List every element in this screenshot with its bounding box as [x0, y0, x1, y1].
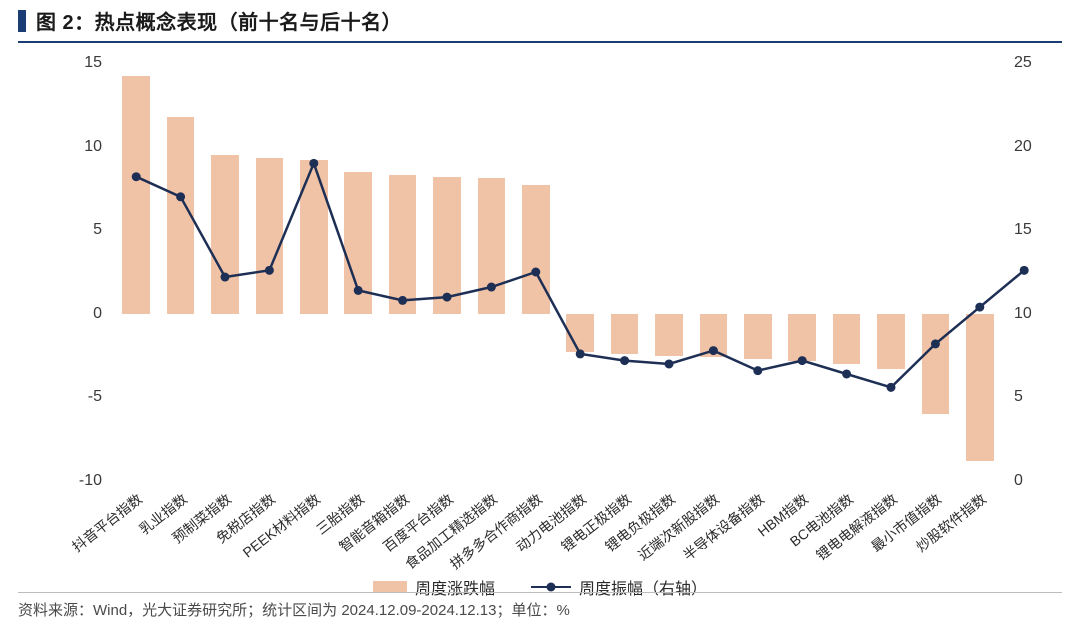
y-axis-right: 0510152025 [1008, 63, 1062, 481]
series-marker [620, 356, 629, 365]
title-underline [18, 41, 1062, 43]
plot-area [114, 63, 1002, 481]
series-marker [398, 296, 407, 305]
series-marker [931, 339, 940, 348]
series-marker [576, 349, 585, 358]
y-left-tick: 5 [18, 221, 108, 239]
source-line: 资料来源：Wind，光大证券研究所；统计区间为 2024.12.09-2024.… [18, 592, 1062, 620]
y-left-tick: 0 [18, 305, 108, 323]
y-right-tick: 5 [1008, 388, 1062, 406]
series-marker [531, 268, 540, 277]
y-left-tick: -10 [18, 472, 108, 490]
series-marker [265, 266, 274, 275]
figure-title: 图 2：热点概念表现（前十名与后十名） [36, 6, 402, 35]
series-marker [132, 172, 141, 181]
x-axis-labels: 抖音平台指数乳业指数预制菜指数免税店指数PEEK材料指数三胎指数智能音箱指数百度… [114, 485, 1002, 565]
y-left-tick: -5 [18, 388, 108, 406]
chart-area: -10 -5 0 5 10 15 0 5 10 15 20 25 抖音平台指数乳业指数预制菜指数免税… [18, 53, 1062, 565]
series-marker [975, 303, 984, 312]
series-marker [443, 293, 452, 302]
series-marker [354, 286, 363, 295]
y-axis-left: -10-5051015 [18, 63, 108, 481]
y-right-tick: 0 [1008, 472, 1062, 490]
y-right-tick: 20 [1008, 138, 1062, 156]
series-marker [709, 346, 718, 355]
y-right-tick: 10 [1008, 305, 1062, 323]
series-marker [842, 369, 851, 378]
y-right-tick: 25 [1008, 54, 1062, 72]
y-left-tick: 10 [18, 138, 108, 156]
series-marker [487, 283, 496, 292]
figure-2: 图 2：热点概念表现（前十名与后十名） -10 -5 0 5 10 15 0 5 10 15 20… [0, 0, 1080, 626]
series-marker [887, 383, 896, 392]
series-marker [665, 359, 674, 368]
series-marker [1020, 266, 1029, 275]
series-marker [176, 192, 185, 201]
line-layer [114, 63, 1002, 481]
series-marker [309, 159, 318, 168]
series-marker [753, 366, 762, 375]
y-left-tick: 15 [18, 54, 108, 72]
title-accent-bar [18, 10, 26, 32]
series-marker [221, 273, 230, 282]
y-right-tick: 15 [1008, 221, 1062, 239]
figure-title-row: 图 2：热点概念表现（前十名与后十名） [0, 0, 1080, 39]
series-marker [798, 356, 807, 365]
